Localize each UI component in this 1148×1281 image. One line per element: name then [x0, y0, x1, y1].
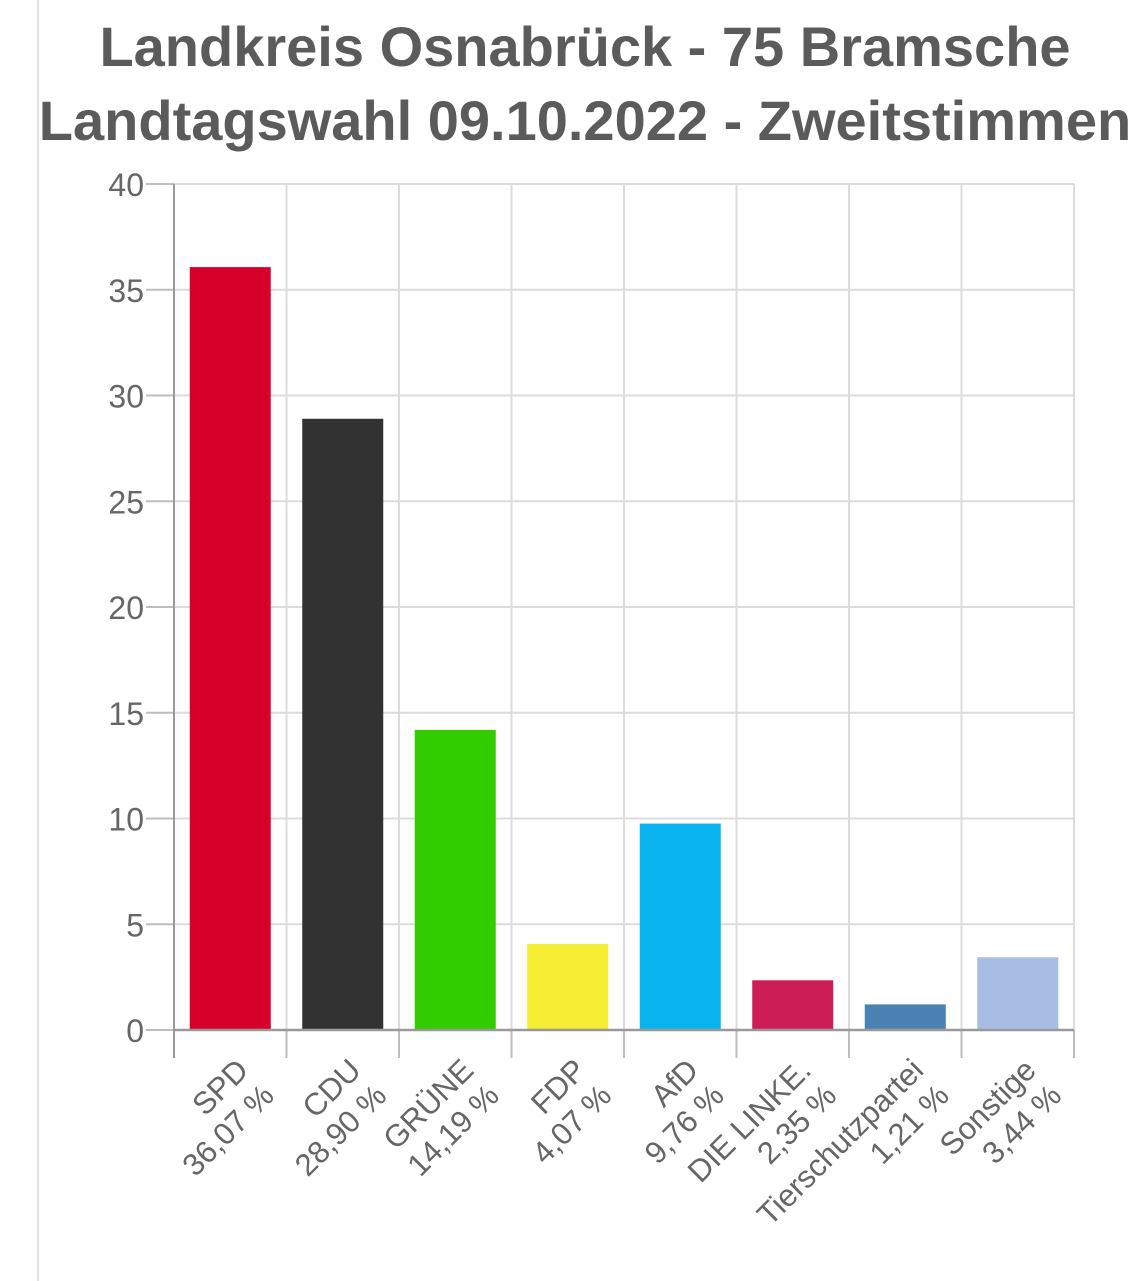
bar-spd: [189, 267, 271, 1030]
chart-title: Landkreis Osnabrück - 75 Bramsche: [99, 15, 1071, 78]
bar-gr-ne: [414, 729, 496, 1030]
bar-afd: [639, 823, 721, 1030]
bar-tierschutzpartei: [864, 1004, 946, 1030]
y-tick-label: 25: [108, 484, 144, 520]
chart-subtitle: Landtagswahl 09.10.2022 - Zweitstimmen: [38, 89, 1132, 152]
y-tick-label: 40: [108, 167, 144, 203]
bar-sonstige: [977, 957, 1059, 1030]
left-frame-line: [37, 0, 39, 1281]
y-tick-label: 30: [108, 379, 144, 415]
chart-title-block: Landkreis Osnabrück - 75 Bramsche Landta…: [0, 10, 1148, 158]
y-tick-label: 0: [126, 1013, 144, 1049]
y-tick-label: 20: [108, 590, 144, 626]
bar-cdu: [302, 418, 384, 1030]
y-tick-label: 35: [108, 273, 144, 309]
bar-fdp: [527, 943, 609, 1030]
y-tick-label: 15: [108, 696, 144, 732]
x-tick-label-group: DIE LINKE.2,35 %: [681, 1052, 843, 1189]
y-tick-label: 10: [108, 802, 144, 838]
bar-die-linke: [752, 980, 834, 1030]
y-tick-label: 5: [126, 907, 144, 943]
